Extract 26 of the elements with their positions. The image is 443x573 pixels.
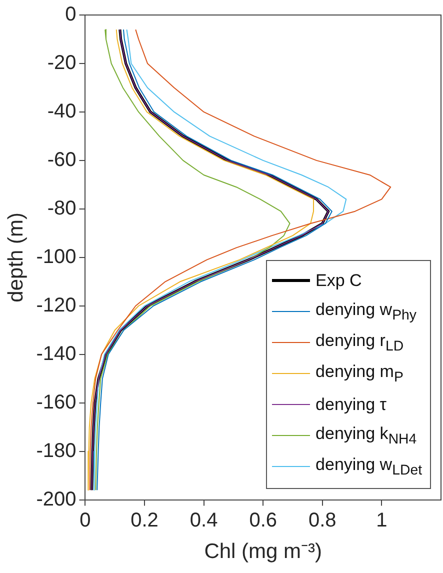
y-tick-label: -20 <box>47 52 76 74</box>
y-tick-label: -100 <box>36 246 76 268</box>
y-tick-label: -120 <box>36 294 76 316</box>
x-axis-title: Chl (mg m⁻³) <box>204 540 322 564</box>
y-tick-label: -60 <box>47 148 76 171</box>
legend-label: denying w$_{Phy}$ <box>316 300 416 324</box>
x-tick-label: 0.4 <box>190 509 218 532</box>
legend-label: denying k$_{NH4}$ <box>316 424 417 448</box>
y-axis-title: depth (m) <box>4 212 28 302</box>
y-tick-label: -80 <box>47 197 76 220</box>
y-tick-label: 0 <box>65 4 76 26</box>
legend-label: denying r$_{LD}$ <box>316 330 404 354</box>
y-tick-label: -160 <box>36 391 76 414</box>
x-tick-label: 0.8 <box>308 509 336 532</box>
y-tick-label: -40 <box>47 100 76 122</box>
x-tick-label: 0.2 <box>130 509 158 532</box>
legend-label: denying τ <box>316 394 387 414</box>
y-tick-label: -200 <box>36 488 76 510</box>
x-tick-label: 0 <box>80 509 91 532</box>
y-tick-label: -140 <box>36 342 76 365</box>
legend-label: denying w$_{LDet}$ <box>316 454 422 478</box>
y-tick-label: -180 <box>36 440 76 462</box>
x-tick-label: 1 <box>376 509 388 532</box>
legend-label: Exp C <box>316 270 362 290</box>
legend-label: denying m$_{P}$ <box>316 362 404 386</box>
x-tick-label: 0.6 <box>249 509 278 532</box>
